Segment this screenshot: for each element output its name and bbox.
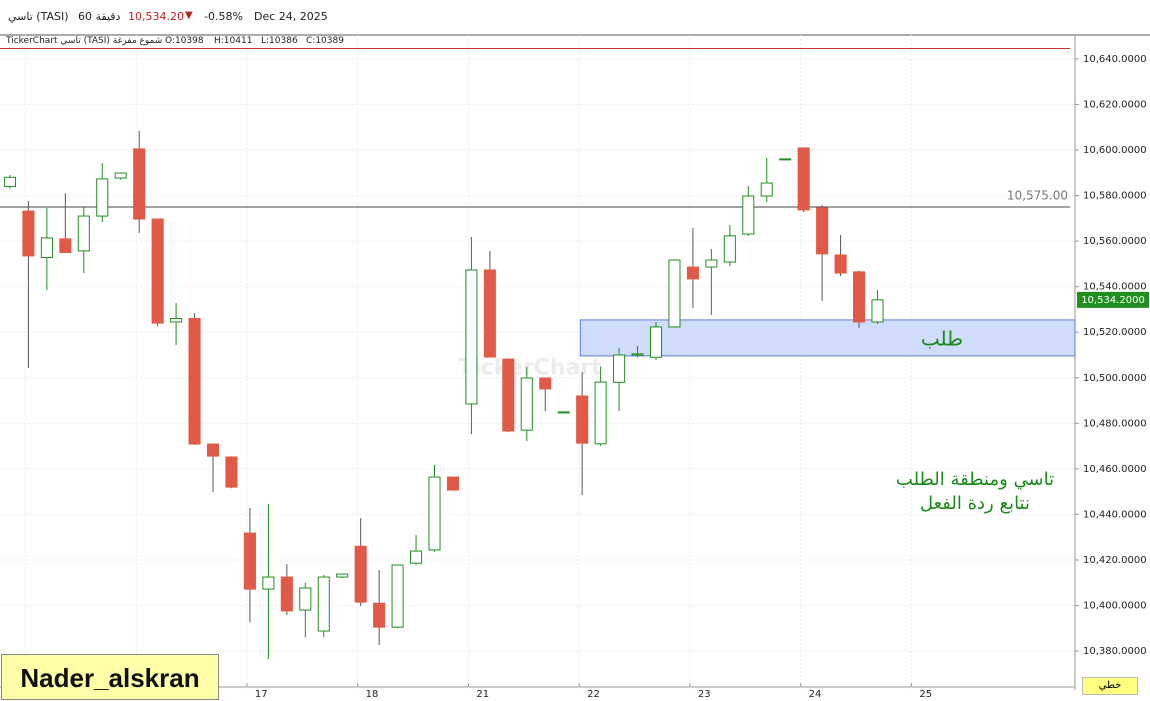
candle-body (391, 564, 404, 628)
candle-body (151, 218, 164, 324)
candle-body (336, 573, 349, 578)
candle-body (613, 354, 626, 383)
candle-body (280, 576, 293, 612)
annotation: تاسي ومنطقة الطلب (896, 469, 1054, 490)
y-tick-label: 10,400.0000 (1083, 601, 1147, 612)
candle-body (114, 172, 127, 179)
price: 10,534.20 (128, 10, 184, 23)
candle-body (373, 602, 386, 628)
candle-body (59, 238, 72, 253)
candle-body (816, 207, 829, 255)
symbol[interactable]: تاسي (TASI) (8, 10, 69, 23)
candle-body (410, 550, 423, 564)
candle-body (742, 195, 755, 235)
candle-body (557, 411, 570, 414)
interval[interactable]: 60 دقيقة (78, 10, 121, 23)
demand-zone (579, 319, 1076, 357)
candle-body (631, 353, 644, 356)
candle-body (668, 259, 681, 328)
horizontal-line-label: 10,575.00 (1007, 188, 1068, 202)
x-tick-label: 21 (476, 689, 489, 700)
zone-label: طلب (921, 326, 963, 350)
candle-body (686, 266, 699, 280)
down-arrow: ▼ (185, 10, 193, 21)
candle-body (576, 395, 589, 444)
candle-body (22, 210, 35, 257)
candle-body (539, 377, 552, 390)
y-tick-label: 10,580.0000 (1083, 191, 1147, 202)
toolbar: تاسي (TASI) 60 دقيقة 10,534.20 ▼ -0.58% … (0, 0, 1150, 34)
y-tick-label: 10,440.0000 (1083, 509, 1147, 520)
x-tick-label: 23 (698, 689, 711, 700)
candle-body (649, 326, 663, 358)
candle-body (40, 237, 53, 259)
last-price-label: 10,534.2000 (1081, 295, 1145, 306)
candle-body (834, 254, 847, 274)
candle-body (354, 545, 367, 603)
candle-body (871, 299, 884, 323)
candle-body (428, 476, 441, 551)
y-tick-label: 10,380.0000 (1083, 646, 1147, 657)
candle-body (170, 318, 183, 323)
candle-body (520, 377, 533, 431)
y-tick-label: 10,520.0000 (1083, 327, 1147, 338)
change: -0.58% (204, 10, 243, 23)
y-tick-label: 10,600.0000 (1083, 145, 1147, 156)
signature: Nader_alskran (1, 654, 219, 700)
y-tick-label: 10,640.0000 (1083, 54, 1147, 65)
info-bar: TickerChart تاسي (TASI) شموع مفرغة O:103… (0, 36, 1070, 49)
candle-body (779, 158, 792, 161)
candle-body (705, 259, 718, 268)
candle-body (188, 318, 201, 445)
ohlc-low: L:10386 (261, 36, 298, 46)
candle-body (853, 271, 866, 323)
y-tick-label: 10,420.0000 (1083, 555, 1147, 566)
watermark: TickerChart (458, 356, 602, 381)
chart-style[interactable]: خطي (1082, 677, 1138, 695)
last-price-tag (1077, 291, 1149, 308)
annotation: نتابع ردة الفعل (920, 493, 1030, 514)
candle-body (594, 381, 607, 445)
x-tick-label: 25 (919, 689, 932, 700)
candle-body (483, 269, 496, 358)
ohlc-high: H:10411 (214, 36, 253, 46)
ohlc-close: C:10389 (306, 36, 344, 46)
candle-body (760, 182, 773, 197)
y-tick-label: 10,540.0000 (1083, 282, 1147, 293)
candle-body (502, 358, 515, 432)
candle-body (96, 178, 109, 217)
candle-body (723, 235, 736, 263)
x-tick-label: 17 (255, 689, 268, 700)
candle-body (206, 443, 220, 457)
candle-body (133, 148, 146, 220)
y-tick-label: 10,560.0000 (1083, 236, 1147, 247)
candle-body (262, 576, 275, 590)
candle-body (225, 456, 238, 488)
ohlc-open: O:10398 (165, 36, 204, 46)
date: Dec 24, 2025 (254, 10, 328, 23)
y-tick-label: 10,500.0000 (1083, 373, 1147, 384)
candle-body (797, 147, 810, 211)
candle-body (317, 576, 330, 632)
candle-body (243, 532, 256, 590)
source: TickerChart تاسي (TASI) شموع مفرغة (6, 36, 163, 46)
candle-body (446, 476, 459, 491)
x-tick-label: 24 (809, 689, 822, 700)
candle-body (77, 215, 90, 252)
candle-body (465, 269, 478, 405)
y-tick-label: 10,620.0000 (1083, 99, 1147, 110)
y-tick-label: 10,480.0000 (1083, 418, 1147, 429)
x-tick-label: 18 (366, 689, 379, 700)
candle-body (299, 587, 312, 611)
x-tick-label: 22 (587, 689, 600, 700)
y-tick-label: 10,460.0000 (1083, 464, 1147, 475)
candle-body (3, 176, 17, 187)
